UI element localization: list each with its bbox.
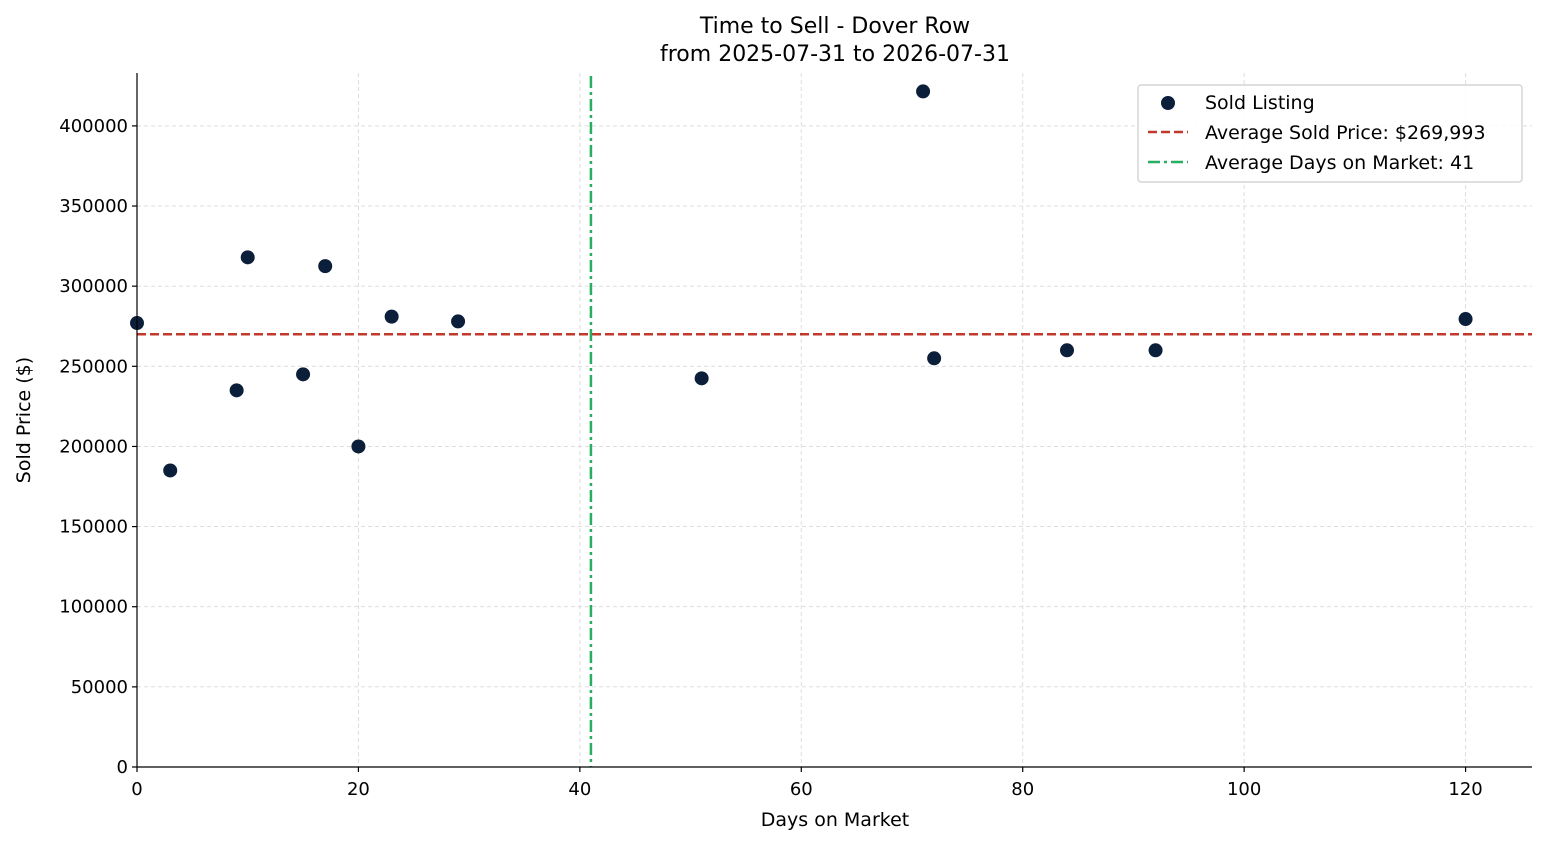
data-point: [318, 259, 333, 274]
y-axis-label: Sold Price ($): [13, 357, 35, 483]
axes: [136, 73, 1532, 768]
y-tick-label: 200000: [59, 436, 128, 457]
x-tick-label: 80: [1011, 779, 1034, 800]
legend-marker-sold-listing: [1161, 96, 1175, 110]
data-point: [1148, 343, 1163, 358]
data-point: [451, 314, 466, 329]
y-tick-label: 300000: [59, 276, 128, 297]
chart-subtitle: from 2025-07-31 to 2026-07-31: [660, 42, 1010, 67]
data-point: [927, 351, 942, 366]
data-point: [384, 309, 399, 324]
data-point: [296, 367, 311, 382]
legend: Sold Listing Average Sold Price: $269,99…: [1137, 84, 1523, 183]
data-point: [240, 250, 255, 265]
legend-box: [1137, 84, 1523, 183]
x-tick-label: 0: [131, 779, 142, 800]
data-point: [229, 383, 244, 398]
x-tick-label: 60: [790, 779, 813, 800]
y-tick-label: 0: [117, 757, 128, 778]
y-tick-label: 50000: [71, 677, 128, 698]
legend-label-sold-listing: Sold Listing: [1205, 92, 1315, 114]
reference-lines: [137, 76, 1532, 767]
x-axis-label: Days on Market: [761, 809, 909, 831]
y-tick-label: 400000: [59, 116, 128, 137]
y-tick-label: 100000: [59, 597, 128, 618]
data-point: [1060, 343, 1074, 358]
data-point: [916, 84, 931, 99]
legend-label-average-days: Average Days on Market: 41: [1205, 152, 1474, 174]
y-tick-label: 250000: [59, 356, 128, 377]
data-point: [351, 439, 366, 454]
data-point: [163, 463, 178, 478]
x-tick-label: 20: [347, 779, 370, 800]
x-tick-label: 100: [1227, 779, 1261, 800]
legend-label-average-price: Average Sold Price: $269,993: [1205, 122, 1486, 144]
data-point: [1458, 312, 1473, 327]
x-tick-label: 120: [1448, 779, 1482, 800]
y-tick-label: 150000: [59, 517, 128, 538]
y-ticks: 0 50000 100000 150000 200000 250000 300000 3500…: [59, 116, 137, 778]
data-point: [694, 371, 709, 386]
chart-title: Time to Sell - Dover Row: [699, 14, 970, 39]
x-ticks: 0 20 40 60 80 100 120: [131, 767, 1483, 800]
y-tick-label: 350000: [59, 196, 128, 217]
x-tick-label: 40: [568, 779, 591, 800]
